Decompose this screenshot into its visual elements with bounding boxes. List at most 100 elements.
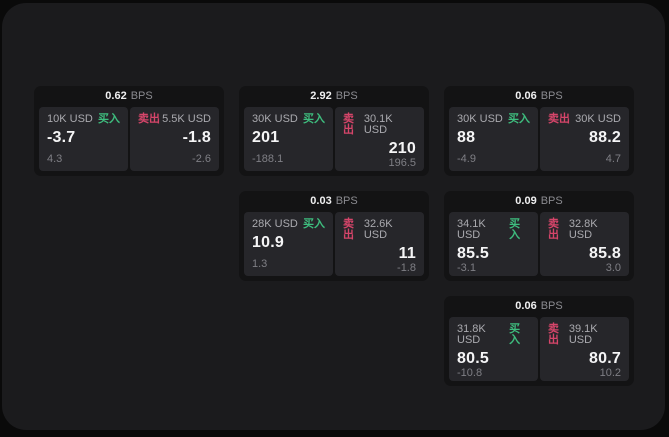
sell-price-value: 80.7 — [589, 350, 621, 367]
buy-tile-header: 34.1K USD 买入 — [457, 219, 530, 241]
sell-side-label: 卖出 — [138, 113, 160, 125]
buy-price-value: -3.7 — [47, 129, 76, 146]
buy-price-value: 10.9 — [252, 234, 284, 251]
bps-value: 0.09 — [515, 195, 537, 207]
bps-unit-label: BPS — [540, 195, 563, 207]
buy-price-value: 80.5 — [457, 350, 489, 367]
sell-quote-tile[interactable]: 卖出 32.8K USD 85.8 3.0 — [540, 212, 629, 276]
buy-tile-header: 30K USD 买入 — [252, 114, 325, 125]
quote-tiles: 30K USD 买入 88 -4.9 卖出 30K USD 88.2 4.7 — [449, 107, 629, 171]
sell-change-value: -1.8 — [397, 261, 416, 274]
quote-card[interactable]: 0.03 BPS 28K USD 买入 10.9 1.3 卖出 32.6K US… — [239, 191, 429, 281]
quote-card[interactable]: 2.92 BPS 30K USD 买入 201 -188.1 卖出 30.1K … — [239, 86, 429, 176]
bps-unit-label: BPS — [335, 90, 358, 102]
sell-tile-header: 卖出 39.1K USD — [548, 324, 621, 346]
bps-unit-label: BPS — [540, 90, 563, 102]
buy-side-label: 买入 — [509, 218, 521, 241]
sell-tile-header: 卖出 30.1K USD — [343, 114, 416, 136]
buy-side-label: 买入 — [303, 113, 325, 125]
sell-change-value: 196.5 — [388, 156, 416, 169]
sell-price-value: 210 — [388, 140, 416, 157]
sell-change-value: 4.7 — [605, 153, 621, 165]
quote-card[interactable]: 0.06 BPS 31.8K USD 买入 80.5 -10.8 卖出 39.1… — [444, 296, 634, 386]
quote-tiles: 31.8K USD 买入 80.5 -10.8 卖出 39.1K USD 80.… — [449, 317, 629, 381]
buy-tile-header: 31.8K USD 买入 — [457, 324, 530, 346]
bps-unit-label: BPS — [540, 300, 563, 312]
quote-tiles: 30K USD 买入 201 -188.1 卖出 30.1K USD 210 1… — [244, 107, 424, 171]
sell-size-label: 32.6K USD — [363, 218, 393, 241]
buy-side-label: 买入 — [508, 113, 530, 125]
sell-side-label: 卖出 — [548, 323, 559, 346]
buy-price-value: 85.5 — [457, 245, 489, 262]
sell-side-label: 卖出 — [548, 113, 570, 125]
bps-value: 0.62 — [105, 90, 127, 102]
buy-size-label: 28K USD — [252, 218, 298, 230]
card-header: 0.62 BPS — [39, 86, 219, 107]
buy-quote-tile[interactable]: 34.1K USD 买入 85.5 -3.1 — [449, 212, 538, 276]
sell-change-value: 10.2 — [599, 366, 621, 379]
sell-size-label: 32.8K USD — [568, 218, 598, 241]
sell-size-label: 30K USD — [575, 113, 621, 125]
sell-quote-tile[interactable]: 卖出 30.1K USD 210 196.5 — [335, 107, 424, 171]
quotes-panel: 0.62 BPS 10K USD 买入 -3.7 4.3 卖出 5.5K USD… — [2, 3, 665, 430]
bps-value: 0.06 — [515, 300, 537, 312]
sell-quote-tile[interactable]: 卖出 39.1K USD 80.7 10.2 — [540, 317, 629, 381]
buy-tile-header: 28K USD 买入 — [252, 219, 325, 230]
buy-change-value: -10.8 — [457, 366, 483, 379]
quote-card[interactable]: 0.09 BPS 34.1K USD 买入 85.5 -3.1 卖出 32.8K… — [444, 191, 634, 281]
quote-tiles: 10K USD 买入 -3.7 4.3 卖出 5.5K USD -1.8 -2.… — [39, 107, 219, 171]
buy-size-label: 30K USD — [457, 113, 503, 125]
buy-change-value: 1.3 — [252, 258, 268, 270]
buy-size-label: 10K USD — [47, 113, 93, 125]
buy-quote-tile[interactable]: 28K USD 买入 10.9 1.3 — [244, 212, 333, 276]
buy-change-value: 4.3 — [47, 153, 63, 165]
sell-side-label: 卖出 — [548, 218, 559, 241]
buy-quote-tile[interactable]: 31.8K USD 买入 80.5 -10.8 — [449, 317, 538, 381]
bps-unit-label: BPS — [130, 90, 153, 102]
sell-quote-tile[interactable]: 卖出 5.5K USD -1.8 -2.6 — [130, 107, 219, 171]
buy-tile-header: 10K USD 买入 — [47, 114, 120, 125]
buy-quote-tile[interactable]: 30K USD 买入 88 -4.9 — [449, 107, 538, 171]
buy-size-label: 30K USD — [252, 113, 298, 125]
sell-side-label: 卖出 — [343, 113, 354, 136]
buy-side-label: 买入 — [303, 218, 325, 230]
sell-tile-header: 卖出 5.5K USD — [138, 114, 211, 125]
quote-tiles: 34.1K USD 买入 85.5 -3.1 卖出 32.8K USD 85.8… — [449, 212, 629, 276]
bps-value: 0.06 — [515, 90, 537, 102]
buy-change-value: -4.9 — [457, 153, 476, 165]
bps-unit-label: BPS — [335, 195, 358, 207]
sell-price-value: 11 — [398, 245, 416, 262]
buy-price-value: 201 — [252, 129, 280, 146]
sell-tile-header: 卖出 30K USD — [548, 114, 621, 125]
card-header: 2.92 BPS — [244, 86, 424, 107]
buy-quote-tile[interactable]: 30K USD 买入 201 -188.1 — [244, 107, 333, 171]
quote-card-grid: 0.62 BPS 10K USD 买入 -3.7 4.3 卖出 5.5K USD… — [34, 86, 634, 386]
buy-tile-header: 30K USD 买入 — [457, 114, 530, 125]
card-header: 0.06 BPS — [449, 86, 629, 107]
buy-side-label: 买入 — [509, 323, 521, 346]
sell-tile-header: 卖出 32.6K USD — [343, 219, 416, 241]
bps-value: 2.92 — [310, 90, 332, 102]
buy-change-value: -3.1 — [457, 261, 476, 274]
sell-price-value: -1.8 — [182, 129, 211, 146]
sell-change-value: 3.0 — [605, 261, 621, 274]
buy-size-label: 34.1K USD — [457, 218, 486, 241]
quote-card[interactable]: 0.06 BPS 30K USD 买入 88 -4.9 卖出 30K USD 8… — [444, 86, 634, 176]
buy-size-label: 31.8K USD — [457, 323, 486, 346]
buy-quote-tile[interactable]: 10K USD 买入 -3.7 4.3 — [39, 107, 128, 171]
sell-quote-tile[interactable]: 卖出 32.6K USD 11 -1.8 — [335, 212, 424, 276]
buy-price-value: 88 — [457, 129, 476, 146]
sell-price-value: 85.8 — [589, 245, 621, 262]
sell-size-label: 30.1K USD — [363, 113, 393, 136]
bps-value: 0.03 — [310, 195, 332, 207]
sell-tile-header: 卖出 32.8K USD — [548, 219, 621, 241]
sell-quote-tile[interactable]: 卖出 30K USD 88.2 4.7 — [540, 107, 629, 171]
card-header: 0.09 BPS — [449, 191, 629, 212]
card-header: 0.06 BPS — [449, 296, 629, 317]
card-header: 0.03 BPS — [244, 191, 424, 212]
buy-change-value: -188.1 — [252, 153, 284, 165]
sell-price-value: 88.2 — [589, 129, 621, 146]
quote-card[interactable]: 0.62 BPS 10K USD 买入 -3.7 4.3 卖出 5.5K USD… — [34, 86, 224, 176]
sell-change-value: -2.6 — [192, 153, 211, 165]
buy-side-label: 买入 — [98, 113, 120, 125]
